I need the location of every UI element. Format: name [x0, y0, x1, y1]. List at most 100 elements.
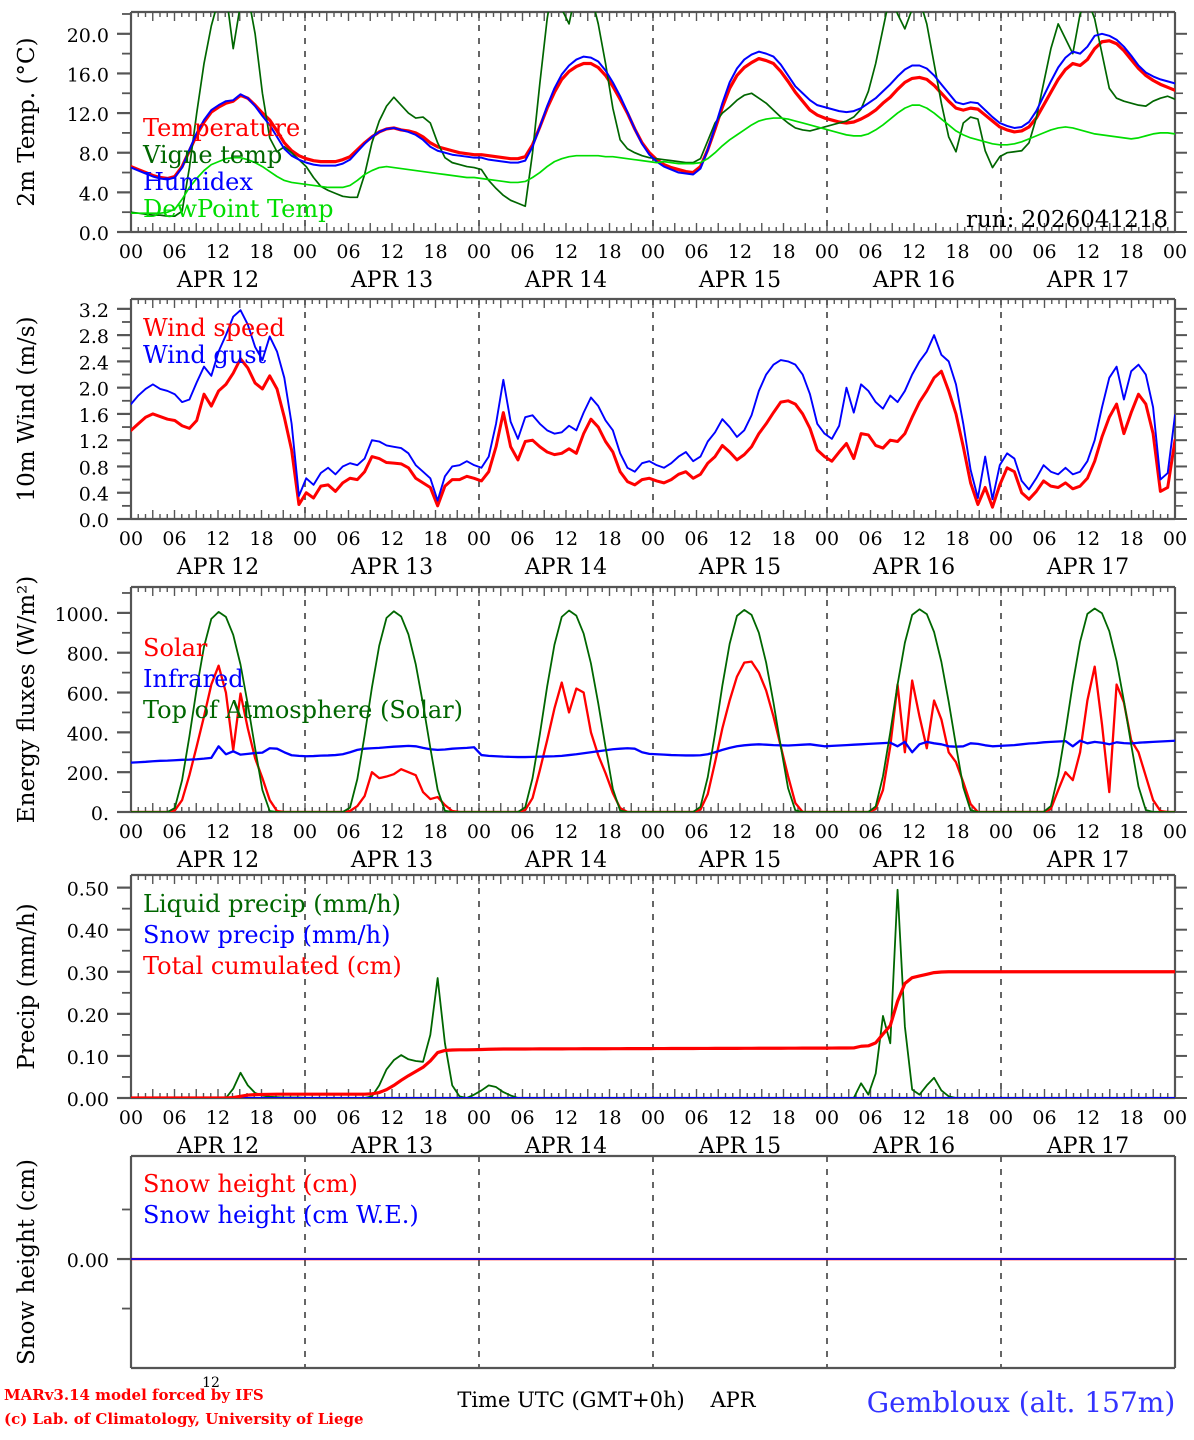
- y-axis-title-energy_fluxes: Energy fluxes (W/m²): [14, 576, 40, 823]
- x-day-label: APR 16: [872, 1134, 955, 1159]
- x-hour-label: 06: [1032, 821, 1056, 843]
- legend-temperature-3: DewPoint Temp: [143, 195, 334, 223]
- series-group: [131, 309, 1175, 509]
- x-day-label: APR 12: [176, 268, 259, 293]
- x-hour-label: 18: [249, 1107, 273, 1129]
- x-hour-label: 06: [510, 821, 534, 843]
- x-hour-label: 06: [162, 241, 186, 263]
- x-day-label: APR 15: [698, 848, 781, 873]
- x-hour-label: 12: [902, 241, 926, 263]
- y-tick-label: 16.0: [67, 64, 109, 86]
- series-group: [131, 888, 1175, 1098]
- site-label: Gembloux (alt. 157m): [867, 1386, 1176, 1419]
- x-hour-label: 18: [1119, 241, 1143, 263]
- x-hour-label: 12: [380, 1107, 404, 1129]
- legend-energy_fluxes-2: Top of Atmosphere (Solar): [143, 696, 463, 724]
- x-hour-label: 00: [815, 821, 839, 843]
- x-hour-label: 12: [728, 528, 752, 550]
- x-hour-label: 00: [119, 1107, 143, 1129]
- y-tick-label: 1.6: [79, 405, 109, 427]
- x-hour-label: 00: [989, 821, 1013, 843]
- x-hour-label: 12: [1076, 241, 1100, 263]
- x-hour-label: 12: [902, 821, 926, 843]
- x-hour-label: 18: [771, 1107, 795, 1129]
- x-hour-label: 00: [641, 1107, 665, 1129]
- legend-snow_height-1: Snow height (cm W.E.): [143, 1201, 419, 1229]
- x-hour-label: 18: [249, 528, 273, 550]
- x-day-label: APR 16: [872, 848, 955, 873]
- x-hour-label: 06: [858, 241, 882, 263]
- panel-temperature: [117, 10, 1187, 234]
- x-hour-label: 12: [206, 821, 230, 843]
- legend-temperature-1: Vigne temp: [142, 141, 282, 169]
- x-hour-label: 06: [684, 241, 708, 263]
- y-axis-title-snow_height: Snow height (cm): [14, 1159, 40, 1365]
- y-tick-label: 2.0: [79, 379, 109, 401]
- x-hour-label: 06: [684, 528, 708, 550]
- x-hour-label: 18: [1119, 821, 1143, 843]
- x-day-label: APR 17: [1046, 555, 1129, 580]
- x-hour-label: 12: [554, 241, 578, 263]
- x-hour-label: 12: [1076, 528, 1100, 550]
- y-tick-label: 0.50: [67, 879, 109, 901]
- x-hour-label: 12: [206, 1107, 230, 1129]
- x-hour-label: 12: [554, 1107, 578, 1129]
- x-hour-label: 12: [728, 821, 752, 843]
- panel-precip: [117, 873, 1187, 1100]
- x-hour-label: 00: [989, 241, 1013, 263]
- x-hour-label: 12: [554, 821, 578, 843]
- time-axis-label: Time UTC (GMT+0h): [457, 1388, 684, 1412]
- x-hour-label: 00: [989, 1107, 1013, 1129]
- x-hour-label: 06: [510, 528, 534, 550]
- x-hour-label: 06: [510, 241, 534, 263]
- y-tick-label: 8.0: [79, 144, 109, 166]
- legend-precip-1: Snow precip (mm/h): [143, 921, 390, 949]
- x-hour-label: 12: [902, 1107, 926, 1129]
- y-tick-label: 0.0: [79, 510, 109, 532]
- y-tick-label: 3.2: [79, 300, 109, 322]
- x-hour-label: 00: [293, 528, 317, 550]
- legend-precip-2: Total cumulated (cm): [143, 952, 402, 980]
- x-hour-label: 12: [380, 528, 404, 550]
- x-hour-label: 12: [728, 241, 752, 263]
- x-hour-label: 06: [336, 821, 360, 843]
- x-hour-label: 00: [119, 528, 143, 550]
- x-hour-label: 06: [336, 528, 360, 550]
- x-hour-label: 12: [1076, 821, 1100, 843]
- y-tick-label: 12.0: [67, 104, 109, 126]
- x-day-label: APR 13: [350, 1134, 433, 1159]
- run-label: run: 2026041218: [966, 207, 1168, 233]
- x-hour-label: 12: [728, 1107, 752, 1129]
- x-hour-label: 12: [1076, 1107, 1100, 1129]
- x-day-label: APR 17: [1046, 848, 1129, 873]
- x-hour-label: 06: [858, 1107, 882, 1129]
- x-day-label: APR 17: [1046, 1134, 1129, 1159]
- x-day-label: APR 12: [176, 1134, 259, 1159]
- x-hour-label: 12: [902, 528, 926, 550]
- x-hour-label: 00: [467, 241, 491, 263]
- x-day-label: APR 15: [698, 1134, 781, 1159]
- x-hour-label: 06: [1032, 241, 1056, 263]
- x-hour-label: 00: [641, 528, 665, 550]
- x-hour-label: 12: [206, 528, 230, 550]
- x-hour-label: 06: [858, 528, 882, 550]
- legend-wind-1: Wind gust: [143, 341, 267, 369]
- x-hour-label: 18: [249, 241, 273, 263]
- panel-snow_height: [117, 1154, 1187, 1370]
- x-hour-label: 06: [1032, 528, 1056, 550]
- y-tick-label: 0.10: [67, 1047, 109, 1069]
- x-hour-label: 06: [336, 241, 360, 263]
- series-energy_fluxes-1: [131, 739, 1175, 764]
- y-tick-label: 200.: [67, 763, 109, 785]
- series-temperature-2: [131, 32, 1175, 181]
- y-tick-label: 2.8: [79, 326, 109, 348]
- y-tick-label: 1.2: [79, 431, 109, 453]
- legend-precip-0: Liquid precip (mm/h): [143, 890, 401, 918]
- x-day-label: APR 13: [350, 555, 433, 580]
- y-tick-label: 1000.: [55, 604, 109, 626]
- x-hour-label: 00: [989, 528, 1013, 550]
- series-energy_fluxes-0: [131, 660, 1175, 812]
- x-hour-label: 00: [1163, 528, 1187, 550]
- x-day-label: APR 14: [524, 555, 607, 580]
